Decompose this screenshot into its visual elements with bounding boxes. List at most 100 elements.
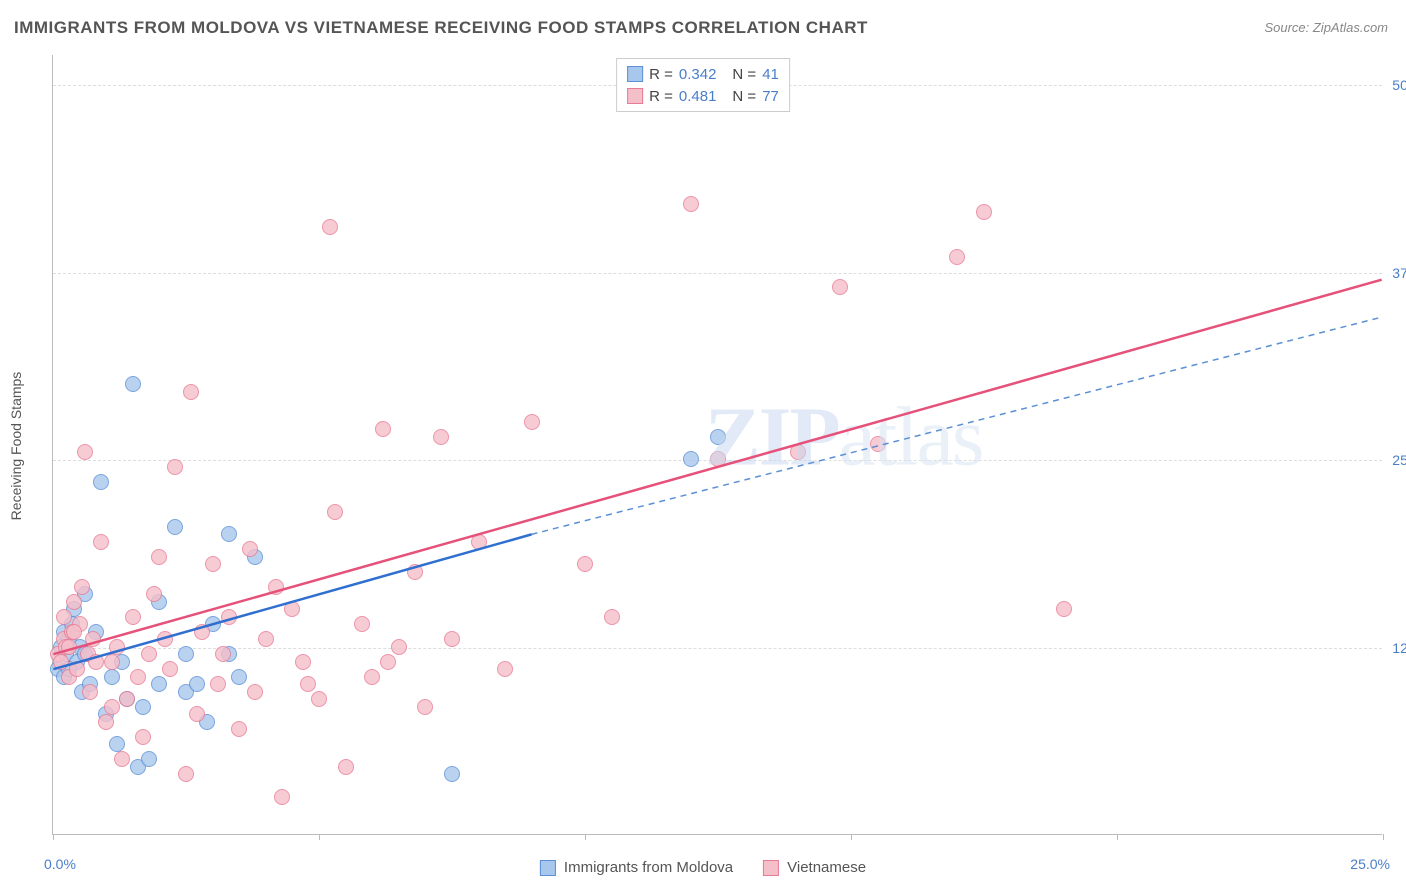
data-point — [380, 654, 396, 670]
data-point — [407, 564, 423, 580]
x-axis-max-label: 25.0% — [1350, 856, 1390, 872]
data-point — [444, 766, 460, 782]
data-point — [146, 586, 162, 602]
data-point — [710, 451, 726, 467]
chart-title: IMMIGRANTS FROM MOLDOVA VS VIETNAMESE RE… — [14, 18, 868, 38]
legend-row: R = 0.481 N = 77 — [627, 85, 779, 107]
data-point — [242, 541, 258, 557]
data-point — [141, 646, 157, 662]
data-point — [104, 699, 120, 715]
data-point — [683, 196, 699, 212]
data-point — [178, 766, 194, 782]
y-tick-label: 25.0% — [1386, 452, 1406, 468]
x-tick — [53, 834, 54, 840]
data-point — [189, 706, 205, 722]
data-point — [66, 624, 82, 640]
data-point — [274, 789, 290, 805]
data-point — [205, 556, 221, 572]
data-point — [832, 279, 848, 295]
legend-swatch — [627, 66, 643, 82]
data-point — [53, 654, 69, 670]
data-point — [790, 444, 806, 460]
data-point — [417, 699, 433, 715]
data-point — [327, 504, 343, 520]
data-point — [268, 579, 284, 595]
data-point — [88, 654, 104, 670]
data-point — [104, 669, 120, 685]
legend-n-value: 41 — [762, 66, 779, 83]
data-point — [114, 751, 130, 767]
data-point — [231, 721, 247, 737]
data-point — [375, 421, 391, 437]
data-point — [221, 609, 237, 625]
data-point — [183, 384, 199, 400]
x-tick — [1117, 834, 1118, 840]
x-tick — [319, 834, 320, 840]
data-point — [604, 609, 620, 625]
data-point — [710, 429, 726, 445]
gridline — [53, 273, 1382, 274]
legend-series-item: Vietnamese — [763, 859, 866, 876]
data-point — [471, 534, 487, 550]
x-tick — [1383, 834, 1384, 840]
data-point — [119, 691, 135, 707]
legend-series-label: Vietnamese — [787, 859, 866, 876]
data-point — [109, 736, 125, 752]
data-point — [167, 459, 183, 475]
data-point — [444, 631, 460, 647]
data-point — [69, 661, 85, 677]
data-point — [231, 669, 247, 685]
legend-r-value: 0.481 — [679, 88, 717, 105]
data-point — [221, 526, 237, 542]
data-point — [125, 609, 141, 625]
data-point — [151, 549, 167, 565]
legend-n-label: N = — [732, 88, 756, 105]
data-point — [364, 669, 380, 685]
data-point — [210, 676, 226, 692]
data-point — [194, 624, 210, 640]
data-point — [322, 219, 338, 235]
data-point — [949, 249, 965, 265]
data-point — [524, 414, 540, 430]
data-point — [141, 751, 157, 767]
data-point — [189, 676, 205, 692]
data-point — [85, 631, 101, 647]
data-point — [300, 676, 316, 692]
data-point — [130, 669, 146, 685]
data-point — [162, 661, 178, 677]
data-point — [56, 609, 72, 625]
data-point — [870, 436, 886, 452]
legend-swatch — [763, 860, 779, 876]
data-point — [135, 729, 151, 745]
x-tick — [851, 834, 852, 840]
y-tick-label: 37.5% — [1386, 265, 1406, 281]
data-point — [151, 676, 167, 692]
legend-row: R =0.342N =41 — [627, 63, 779, 85]
data-point — [74, 579, 90, 595]
y-tick-label: 50.0% — [1386, 77, 1406, 93]
data-point — [125, 376, 141, 392]
legend-series: Immigrants from Moldova Vietnamese — [540, 859, 866, 876]
legend-correlation-box: R =0.342N =41 R = 0.481 N = 77 — [616, 58, 790, 112]
data-point — [215, 646, 231, 662]
data-point — [258, 631, 274, 647]
legend-r-label: R = — [649, 88, 673, 105]
x-tick — [585, 834, 586, 840]
data-point — [247, 684, 263, 700]
y-axis-label: Receiving Food Stamps — [8, 372, 24, 521]
data-point — [338, 759, 354, 775]
data-point — [98, 714, 114, 730]
legend-swatch — [540, 860, 556, 876]
legend-r-value: 0.342 — [679, 66, 717, 83]
legend-n-value: 77 — [762, 88, 779, 105]
data-point — [311, 691, 327, 707]
data-point — [683, 451, 699, 467]
data-point — [284, 601, 300, 617]
data-point — [167, 519, 183, 535]
data-point — [93, 534, 109, 550]
legend-series-label: Immigrants from Moldova — [564, 859, 733, 876]
data-point — [391, 639, 407, 655]
data-point — [1056, 601, 1072, 617]
data-point — [93, 474, 109, 490]
data-point — [77, 444, 93, 460]
